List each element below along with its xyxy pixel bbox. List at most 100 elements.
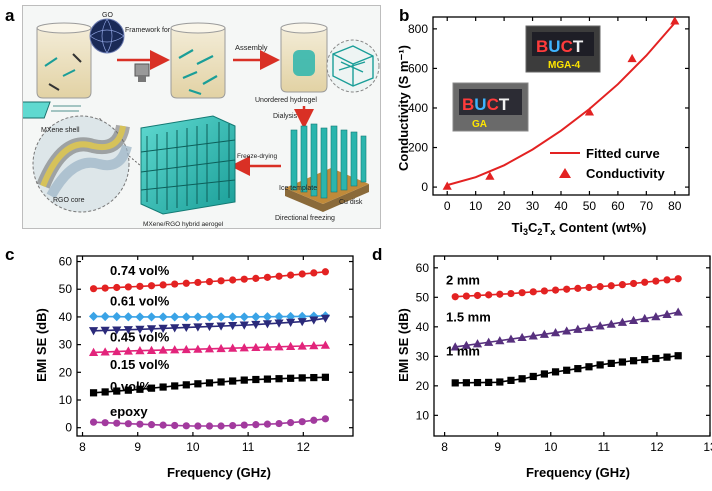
chart-d-marker-0-18 [652, 277, 660, 285]
chart-c-marker-5-2 [113, 419, 121, 427]
chart-d-xlabel: Frequency (GHz) [526, 465, 630, 480]
beaker-framework [170, 22, 226, 99]
chart-d-marker-0-6 [518, 289, 526, 297]
chart-d-marker-2-10 [563, 366, 571, 374]
chart-c-marker-1-8 [181, 312, 191, 322]
chart-c-marker-2-7 [170, 324, 180, 333]
chart-d-marker-2-19 [663, 353, 671, 361]
chart-c-marker-2-3 [123, 326, 133, 335]
chart-c-marker-3-0 [88, 347, 99, 356]
chart-c-marker-0-17 [287, 271, 295, 279]
chart-d-xtick-label-3: 11 [598, 440, 611, 454]
chart-b-point-2 [584, 107, 595, 116]
ga-sign-text: BUCT [462, 95, 510, 114]
chart-c-marker-2-10 [204, 322, 215, 332]
chart-c-marker-3-2 [112, 346, 122, 356]
chart-d-xtick-label-0: 8 [441, 440, 448, 454]
chart-c-marker-0-6 [159, 281, 167, 289]
aerogel-block [140, 115, 236, 215]
chart-c-marker-5-14 [252, 421, 260, 429]
chart-d-series-1 [450, 307, 683, 351]
chart-c-marker-3-20 [320, 340, 330, 349]
chart-d-xtick-label-5: 13 [703, 440, 712, 454]
chart-d-marker-2-1 [462, 379, 470, 387]
chart-b-ylabel: Conductivity (S m⁻¹) [396, 45, 411, 171]
chart-c-marker-4-11 [217, 378, 225, 386]
chart-d-marker-0-4 [496, 290, 504, 298]
chart-c-marker-2-16 [274, 319, 284, 328]
chart-c-marker-5-9 [194, 422, 202, 430]
chart-b-fitted-curve [446, 22, 676, 187]
chart-d-marker-2-9 [551, 368, 560, 376]
chart-c-series-4 [89, 373, 329, 397]
chart-c-marker-0-4 [136, 282, 144, 290]
chart-c-marker-3-13 [239, 343, 249, 352]
chart-d-marker-2-17 [641, 356, 649, 364]
chart-d-ylabel: EMI SE (dB) [396, 308, 411, 382]
chart-d-marker-1-16 [628, 315, 639, 324]
chart-d-ytick-label-2: 30 [416, 349, 430, 363]
chart-c-series-0 [89, 268, 329, 293]
chart-c-marker-3-9 [193, 344, 203, 353]
schematic-drawing: GO MXene Framework formation [23, 12, 380, 228]
chart-c-marker-3-17 [286, 341, 296, 350]
panel-label-d: d [372, 245, 383, 264]
chart-c-marker-0-1 [101, 284, 109, 292]
chart-c-marker-5-7 [171, 421, 179, 430]
chart-c-marker-0-9 [194, 278, 202, 287]
chart-c-marker-3-8 [181, 344, 191, 354]
chart-d-marker-1-8 [539, 329, 549, 338]
cu-disk-label: Cu disk [339, 199, 363, 206]
go-label: GO [102, 12, 113, 19]
chart-d-marker-0-13 [596, 283, 604, 291]
chart-d-series-0 [451, 275, 682, 301]
chart-c-marker-0-13 [240, 275, 248, 283]
chart-c-marker-1-2 [112, 312, 122, 322]
chart-b-xtick-label-0: 0 [444, 199, 451, 213]
chart-c-marker-5-1 [101, 419, 109, 427]
chart-c-marker-2-5 [146, 325, 157, 334]
chart-c-marker-4-4 [136, 385, 144, 393]
chart-c-marker-5-6 [159, 421, 167, 429]
chart-d-marker-0-1 [462, 292, 470, 300]
mga-photo-inset: BUCT MGA-4 [525, 25, 601, 73]
framework-step-label: Framework formation [125, 27, 191, 34]
chart-b-conductivity: Conductivity (S m⁻¹) Ti3C2Tx Content (wt… [396, 16, 690, 237]
chart-c-marker-2-18 [297, 318, 307, 327]
chart-d-marker-1-18 [651, 312, 661, 321]
chart-c-xtick-label-2: 10 [186, 440, 200, 454]
chart-d-series-label-2: 1 mm [446, 343, 480, 358]
chart-c-marker-3-1 [100, 347, 110, 356]
unordered-hydrogel-label: Unordered hydrogel [255, 97, 317, 104]
chart-c-marker-1-12 [228, 312, 238, 322]
chart-c-plot-frame [76, 255, 354, 437]
chart-d-marker-1-3 [484, 337, 494, 346]
ga-label: GA [472, 119, 487, 130]
chart-c-marker-4-16 [275, 375, 283, 383]
chart-c-xlabel: Frequency (GHz) [167, 465, 271, 480]
mxene-shell-label: MXene shell [41, 127, 80, 134]
chart-b-ytick-label-3: 600 [408, 61, 428, 75]
chart-c-marker-1-4 [135, 312, 145, 322]
chart-c-marker-1-0 [88, 311, 99, 321]
chart-c-marker-2-2 [112, 326, 122, 335]
chart-c-marker-1-3 [123, 312, 133, 322]
chart-c-marker-0-19 [310, 269, 318, 277]
chart-c-marker-4-14 [252, 375, 260, 384]
chart-c-marker-2-14 [251, 320, 261, 330]
chart-c-marker-3-11 [216, 343, 226, 353]
chart-d-marker-0-7 [529, 288, 537, 296]
chart-c-marker-2-12 [228, 321, 238, 331]
ice-template-block [285, 123, 369, 212]
chart-c-marker-3-7 [170, 345, 180, 354]
chart-d-marker-2-5 [507, 376, 515, 384]
chart-d-marker-1-13 [595, 321, 605, 330]
ice-template-label: Ice template [279, 185, 317, 192]
chart-d-series-label-0: 2 mm [446, 273, 480, 288]
chart-b-xtick-label-3: 30 [526, 199, 540, 213]
chart-d-plot-frame [433, 255, 711, 437]
chart-c-marker-4-6 [159, 383, 167, 391]
chart-d-marker-1-5 [506, 334, 516, 343]
chart-c-marker-1-10 [204, 312, 215, 322]
